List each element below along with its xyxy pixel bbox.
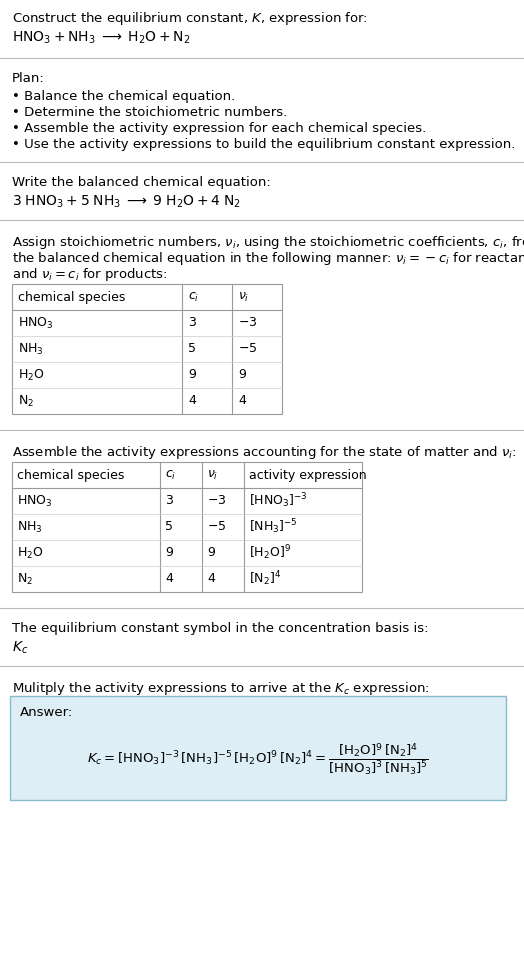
- Text: 4: 4: [188, 395, 196, 407]
- Text: and $\nu_i = c_i$ for products:: and $\nu_i = c_i$ for products:: [12, 266, 168, 283]
- Text: 9: 9: [207, 546, 215, 560]
- Text: 9: 9: [165, 546, 173, 560]
- Text: • Determine the stoichiometric numbers.: • Determine the stoichiometric numbers.: [12, 106, 287, 119]
- Text: $c_i$: $c_i$: [188, 290, 199, 304]
- Text: $K_c = [\mathrm{HNO_3}]^{-3}\, [\mathrm{NH_3}]^{-5}\, [\mathrm{H_2O}]^{9}\, [\ma: $K_c = [\mathrm{HNO_3}]^{-3}\, [\mathrm{…: [87, 742, 429, 778]
- Text: $\mathrm{NH_3}$: $\mathrm{NH_3}$: [17, 519, 43, 535]
- Text: Plan:: Plan:: [12, 72, 45, 85]
- Text: $[\mathrm{N_2}]^{4}$: $[\mathrm{N_2}]^{4}$: [249, 569, 281, 589]
- Text: $\mathrm{NH_3}$: $\mathrm{NH_3}$: [18, 342, 43, 356]
- Text: 5: 5: [165, 520, 173, 534]
- Text: $-5$: $-5$: [238, 343, 257, 355]
- Text: $\mathrm{H_2O}$: $\mathrm{H_2O}$: [17, 545, 43, 561]
- Text: $-3$: $-3$: [238, 317, 257, 329]
- Text: Write the balanced chemical equation:: Write the balanced chemical equation:: [12, 176, 271, 189]
- Text: Construct the equilibrium constant, $K$, expression for:: Construct the equilibrium constant, $K$,…: [12, 10, 368, 27]
- Text: 9: 9: [188, 369, 196, 381]
- FancyBboxPatch shape: [10, 696, 506, 800]
- Text: Mulitply the activity expressions to arrive at the $K_c$ expression:: Mulitply the activity expressions to arr…: [12, 680, 430, 697]
- Text: The equilibrium constant symbol in the concentration basis is:: The equilibrium constant symbol in the c…: [12, 622, 429, 635]
- Text: 4: 4: [238, 395, 246, 407]
- Text: activity expression: activity expression: [249, 468, 367, 482]
- Text: the balanced chemical equation in the following manner: $\nu_i = -c_i$ for react: the balanced chemical equation in the fo…: [12, 250, 524, 267]
- Text: 3: 3: [188, 317, 196, 329]
- Text: Assign stoichiometric numbers, $\nu_i$, using the stoichiometric coefficients, $: Assign stoichiometric numbers, $\nu_i$, …: [12, 234, 524, 251]
- Text: $[\mathrm{NH_3}]^{-5}$: $[\mathrm{NH_3}]^{-5}$: [249, 517, 298, 537]
- Text: 9: 9: [238, 369, 246, 381]
- Text: $\mathrm{HNO_3 + NH_3 \;\longrightarrow\; H_2O + N_2}$: $\mathrm{HNO_3 + NH_3 \;\longrightarrow\…: [12, 30, 191, 46]
- Text: $[\mathrm{H_2O}]^{9}$: $[\mathrm{H_2O}]^{9}$: [249, 543, 291, 563]
- Text: $\mathrm{H_2O}$: $\mathrm{H_2O}$: [18, 368, 45, 382]
- Text: Answer:: Answer:: [20, 706, 73, 719]
- Bar: [12, 284, 282, 414]
- Text: 4: 4: [165, 572, 173, 586]
- Text: $\mathrm{HNO_3}$: $\mathrm{HNO_3}$: [18, 316, 53, 331]
- Text: $K_c$: $K_c$: [12, 640, 28, 656]
- Bar: [12, 462, 362, 592]
- Text: $-3$: $-3$: [207, 494, 226, 508]
- Text: $-5$: $-5$: [207, 520, 226, 534]
- Text: $\nu_i$: $\nu_i$: [238, 290, 249, 304]
- Text: $\nu_i$: $\nu_i$: [207, 468, 219, 482]
- Text: 3: 3: [165, 494, 173, 508]
- Text: • Assemble the activity expression for each chemical species.: • Assemble the activity expression for e…: [12, 122, 426, 135]
- Text: 4: 4: [207, 572, 215, 586]
- Text: • Use the activity expressions to build the equilibrium constant expression.: • Use the activity expressions to build …: [12, 138, 516, 151]
- Text: chemical species: chemical species: [18, 290, 125, 304]
- Text: $c_i$: $c_i$: [165, 468, 176, 482]
- Text: $\mathrm{N_2}$: $\mathrm{N_2}$: [17, 571, 33, 587]
- Text: • Balance the chemical equation.: • Balance the chemical equation.: [12, 90, 235, 103]
- Text: $\mathrm{HNO_3}$: $\mathrm{HNO_3}$: [17, 493, 52, 509]
- Text: 5: 5: [188, 343, 196, 355]
- Text: $\mathrm{N_2}$: $\mathrm{N_2}$: [18, 394, 34, 408]
- Text: Assemble the activity expressions accounting for the state of matter and $\nu_i$: Assemble the activity expressions accoun…: [12, 444, 517, 461]
- Text: $\mathrm{3\; HNO_3 + 5\; NH_3 \;\longrightarrow\; 9\; H_2O + 4\; N_2}$: $\mathrm{3\; HNO_3 + 5\; NH_3 \;\longrig…: [12, 194, 241, 210]
- Text: $[\mathrm{HNO_3}]^{-3}$: $[\mathrm{HNO_3}]^{-3}$: [249, 491, 308, 510]
- Text: chemical species: chemical species: [17, 468, 124, 482]
